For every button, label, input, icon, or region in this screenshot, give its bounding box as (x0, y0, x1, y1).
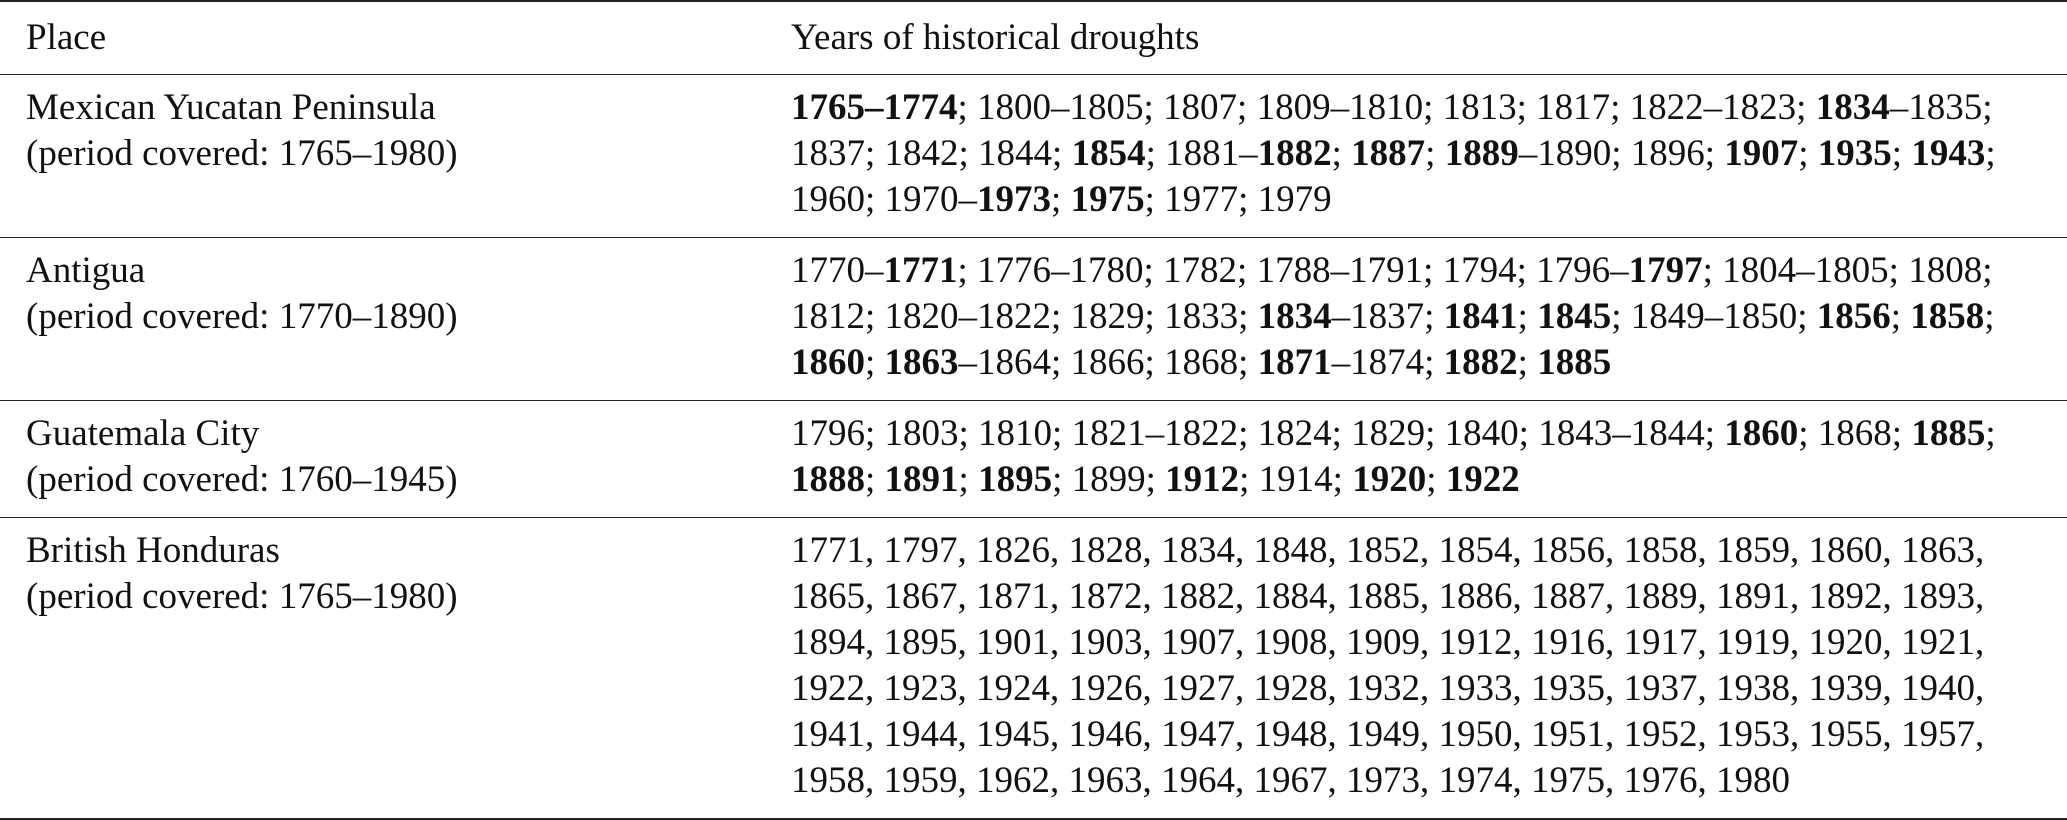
bold-years: 1935 (1817, 133, 1892, 174)
period-covered: (period covered: 1765–1980) (26, 576, 458, 617)
place-name: Antigua (26, 250, 146, 291)
years-text: ; (1517, 296, 1538, 337)
place-cell: Guatemala City (period covered: 1760–1945… (0, 401, 791, 518)
table-row: Antigua (period covered: 1770–1890) 1770–1… (0, 238, 2067, 401)
bold-years: 1895 (978, 459, 1053, 500)
period-covered: (period covered: 1760–1945) (26, 459, 458, 500)
bold-years: 1912 (1165, 459, 1240, 500)
years-text: –1890; 1896; (1518, 133, 1725, 174)
years-text: ; 1800–1805; 1807; 1809–1810; 1813; 1817… (957, 87, 1816, 128)
years-text: ; 1804–1805; 1808; 1812; 1820–1822; 1829… (791, 250, 1993, 337)
header-cell: Years of historical droughts (791, 17, 1200, 58)
years-cell: 1765–1774; 1800–1805; 1807; 1809–1810; 1… (791, 75, 2067, 238)
bold-years: 1856 (1816, 296, 1891, 337)
years-text: –1835; 1837; 1842; 1844; (791, 87, 1993, 174)
bold-years: 1797 (1628, 250, 1703, 291)
years-text: ; 1868; (1798, 413, 1912, 454)
bold-years: 1885 (1537, 342, 1612, 383)
years-text: 1770– (791, 250, 884, 291)
bold-years: 1771 (883, 250, 958, 291)
place-cell: Mexican Yucatan Peninsula (period covered… (0, 75, 791, 238)
years-text: –1864; 1866; 1868; (958, 342, 1258, 383)
years-text: ; (1425, 133, 1445, 174)
bold-years: 1860 (1724, 413, 1799, 454)
bold-years: 1834 (1257, 296, 1332, 337)
years-text: 1796; 1803; 1810; 1821–1822; 1824; 1829;… (791, 413, 1725, 454)
bold-years: 1834 (1815, 87, 1890, 128)
bold-years: 1841 (1443, 296, 1518, 337)
bold-years: 1907 (1724, 133, 1799, 174)
years-text: –1874; (1331, 342, 1444, 383)
header-row: Place Years of historical droughts (0, 1, 2067, 75)
bold-years: 1860 (791, 342, 865, 383)
place-cell: Antigua (period covered: 1770–1890) (0, 238, 791, 401)
table-row: Mexican Yucatan Peninsula (period covered… (0, 75, 2067, 238)
table-row: British Honduras (period covered: 1765–19… (0, 518, 2067, 820)
years-text: ; 1881– (1145, 133, 1258, 174)
bold-years: 1765–1774 (791, 87, 958, 128)
bold-years: 1943 (1911, 133, 1986, 174)
years-text: ; (1331, 133, 1352, 174)
years-text: ; (958, 459, 979, 500)
years-text: ; (1890, 296, 1911, 337)
bold-years: 1920 (1352, 459, 1427, 500)
years-text: ; 1849–1850; (1611, 296, 1817, 337)
place-cell: British Honduras (period covered: 1765–19… (0, 518, 791, 820)
place-name: Mexican Yucatan Peninsula (26, 87, 436, 128)
table-body: Mexican Yucatan Peninsula (period covered… (0, 75, 2067, 820)
years-text: ; (1426, 459, 1446, 500)
years-text: ; (1891, 133, 1912, 174)
bold-years: 1863 (884, 342, 959, 383)
years-cell: 1796; 1803; 1810; 1821–1822; 1824; 1829;… (791, 401, 2067, 518)
bold-years: 1922 (1445, 459, 1520, 500)
bold-years: 1854 (1071, 133, 1146, 174)
years-text: ; (1984, 296, 1995, 337)
bold-years: 1858 (1910, 296, 1985, 337)
bold-years: 1882 (1443, 342, 1518, 383)
period-covered: (period covered: 1770–1890) (26, 296, 458, 337)
years-text: 1771, 1797, 1826, 1828, 1834, 1848, 1852… (791, 530, 1985, 801)
place-name: British Honduras (26, 530, 280, 571)
place-name: Guatemala City (26, 413, 260, 454)
years-text: ; (1985, 413, 1996, 454)
years-text: ; (1051, 179, 1071, 220)
bold-years: 1882 (1257, 133, 1332, 174)
years-text: ; 1960; 1970– (791, 133, 1996, 220)
years-text: ; (865, 459, 885, 500)
years-text: ; (1798, 133, 1818, 174)
bold-years: 1975 (1070, 179, 1145, 220)
years-text: ; 1899; (1052, 459, 1166, 500)
bold-years: 1889 (1444, 133, 1519, 174)
header-cell: Place (26, 17, 107, 58)
bold-years: 1891 (884, 459, 959, 500)
table-header: Place Years of historical droughts (0, 1, 2067, 75)
bold-years: 1888 (791, 459, 865, 500)
bold-years: 1885 (1911, 413, 1986, 454)
bold-years: 1871 (1257, 342, 1332, 383)
bold-years: 1887 (1351, 133, 1426, 174)
years-text: ; 1977; 1979 (1144, 179, 1332, 220)
years-text: ; 1776–1780; 1782; 1788–1791; 1794; 1796… (957, 250, 1629, 291)
years-cell: 1771, 1797, 1826, 1828, 1834, 1848, 1852… (791, 518, 2067, 820)
bold-years: 1973 (977, 179, 1052, 220)
period-covered: (period covered: 1765–1980) (26, 133, 458, 174)
years-text: ; (1517, 342, 1538, 383)
table-row: Guatemala City (period covered: 1760–1945… (0, 401, 2067, 518)
years-text: ; (865, 342, 885, 383)
years-cell: 1770–1771; 1776–1780; 1782; 1788–1791; 1… (791, 238, 2067, 401)
years-text: ; 1914; (1239, 459, 1353, 500)
years-text: –1837; (1331, 296, 1444, 337)
bold-years: 1845 (1537, 296, 1612, 337)
